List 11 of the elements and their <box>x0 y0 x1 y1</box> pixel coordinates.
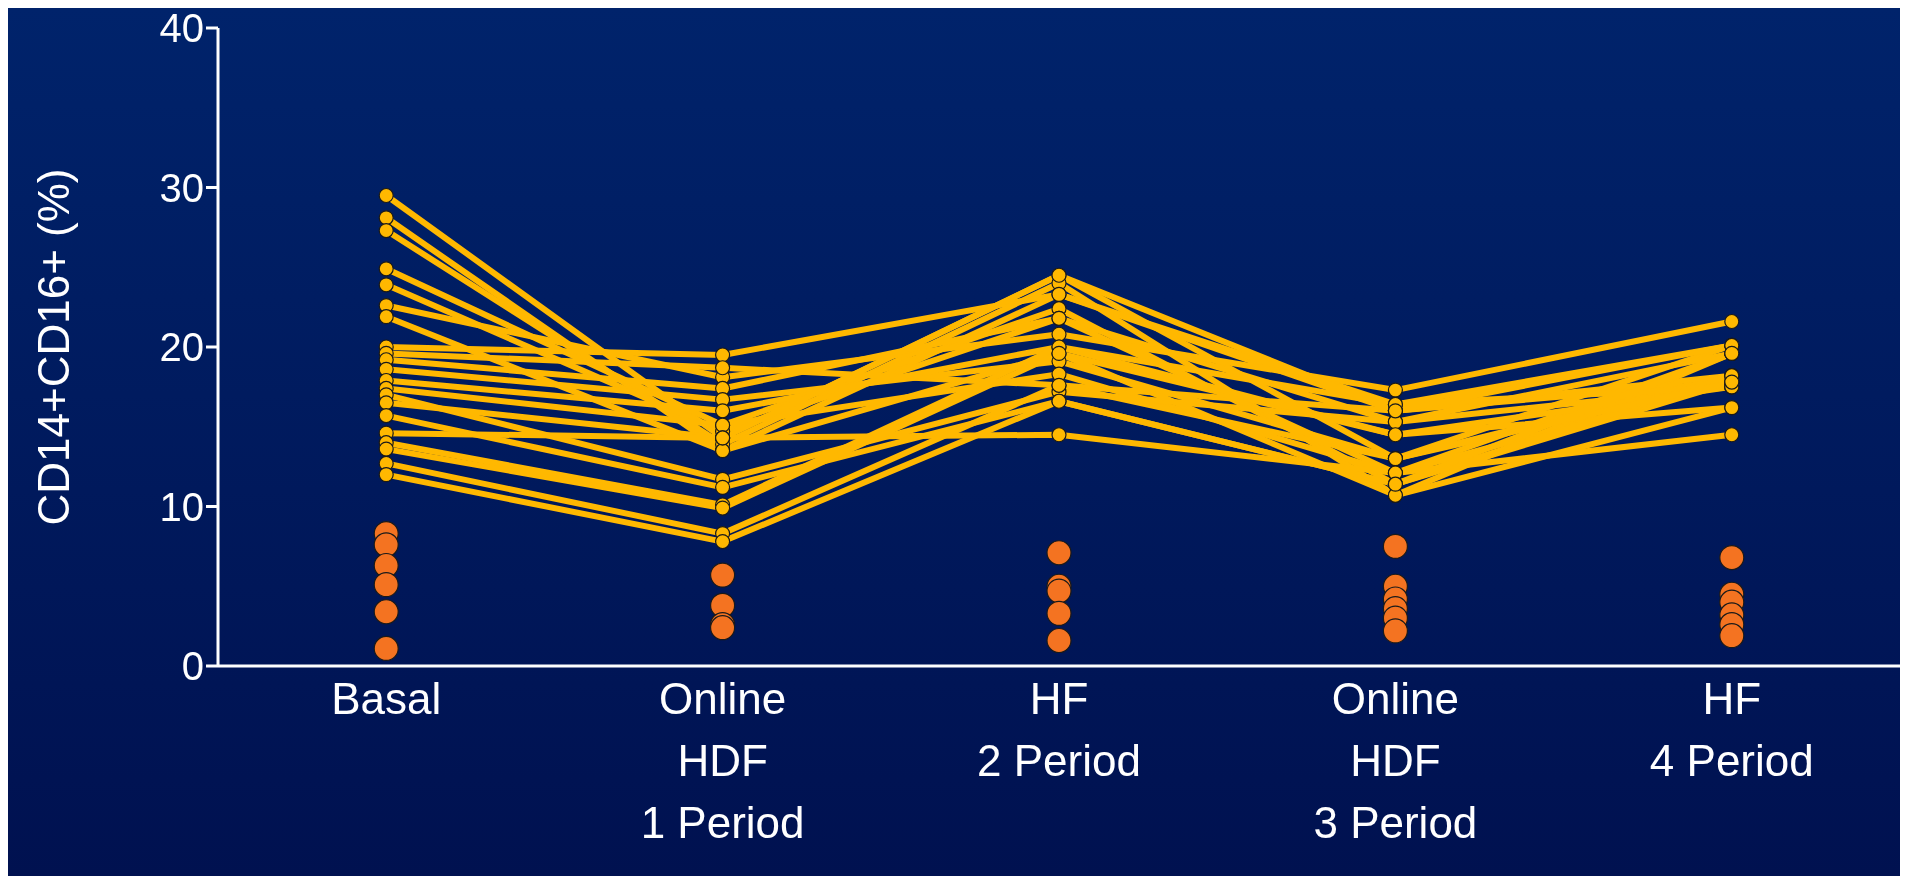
x-tick-label: HF 2 Period <box>977 674 1141 785</box>
x-tick-label: Basal <box>331 674 442 723</box>
y-tick-label: 30 <box>159 165 204 210</box>
x-tick-label: HF 4 Period <box>1649 674 1814 785</box>
x-tick-label: Online HDF 1 Period <box>640 674 805 847</box>
y-tick-label: 10 <box>159 484 204 529</box>
y-tick-label: 40 <box>159 6 204 51</box>
y-axis-title: CD14+CD16+ (%) <box>28 168 78 526</box>
x-tick-label: Online HDF 3 Period <box>1313 674 1478 847</box>
y-tick-label: 20 <box>159 325 204 370</box>
y-tick-label: 0 <box>181 644 204 689</box>
